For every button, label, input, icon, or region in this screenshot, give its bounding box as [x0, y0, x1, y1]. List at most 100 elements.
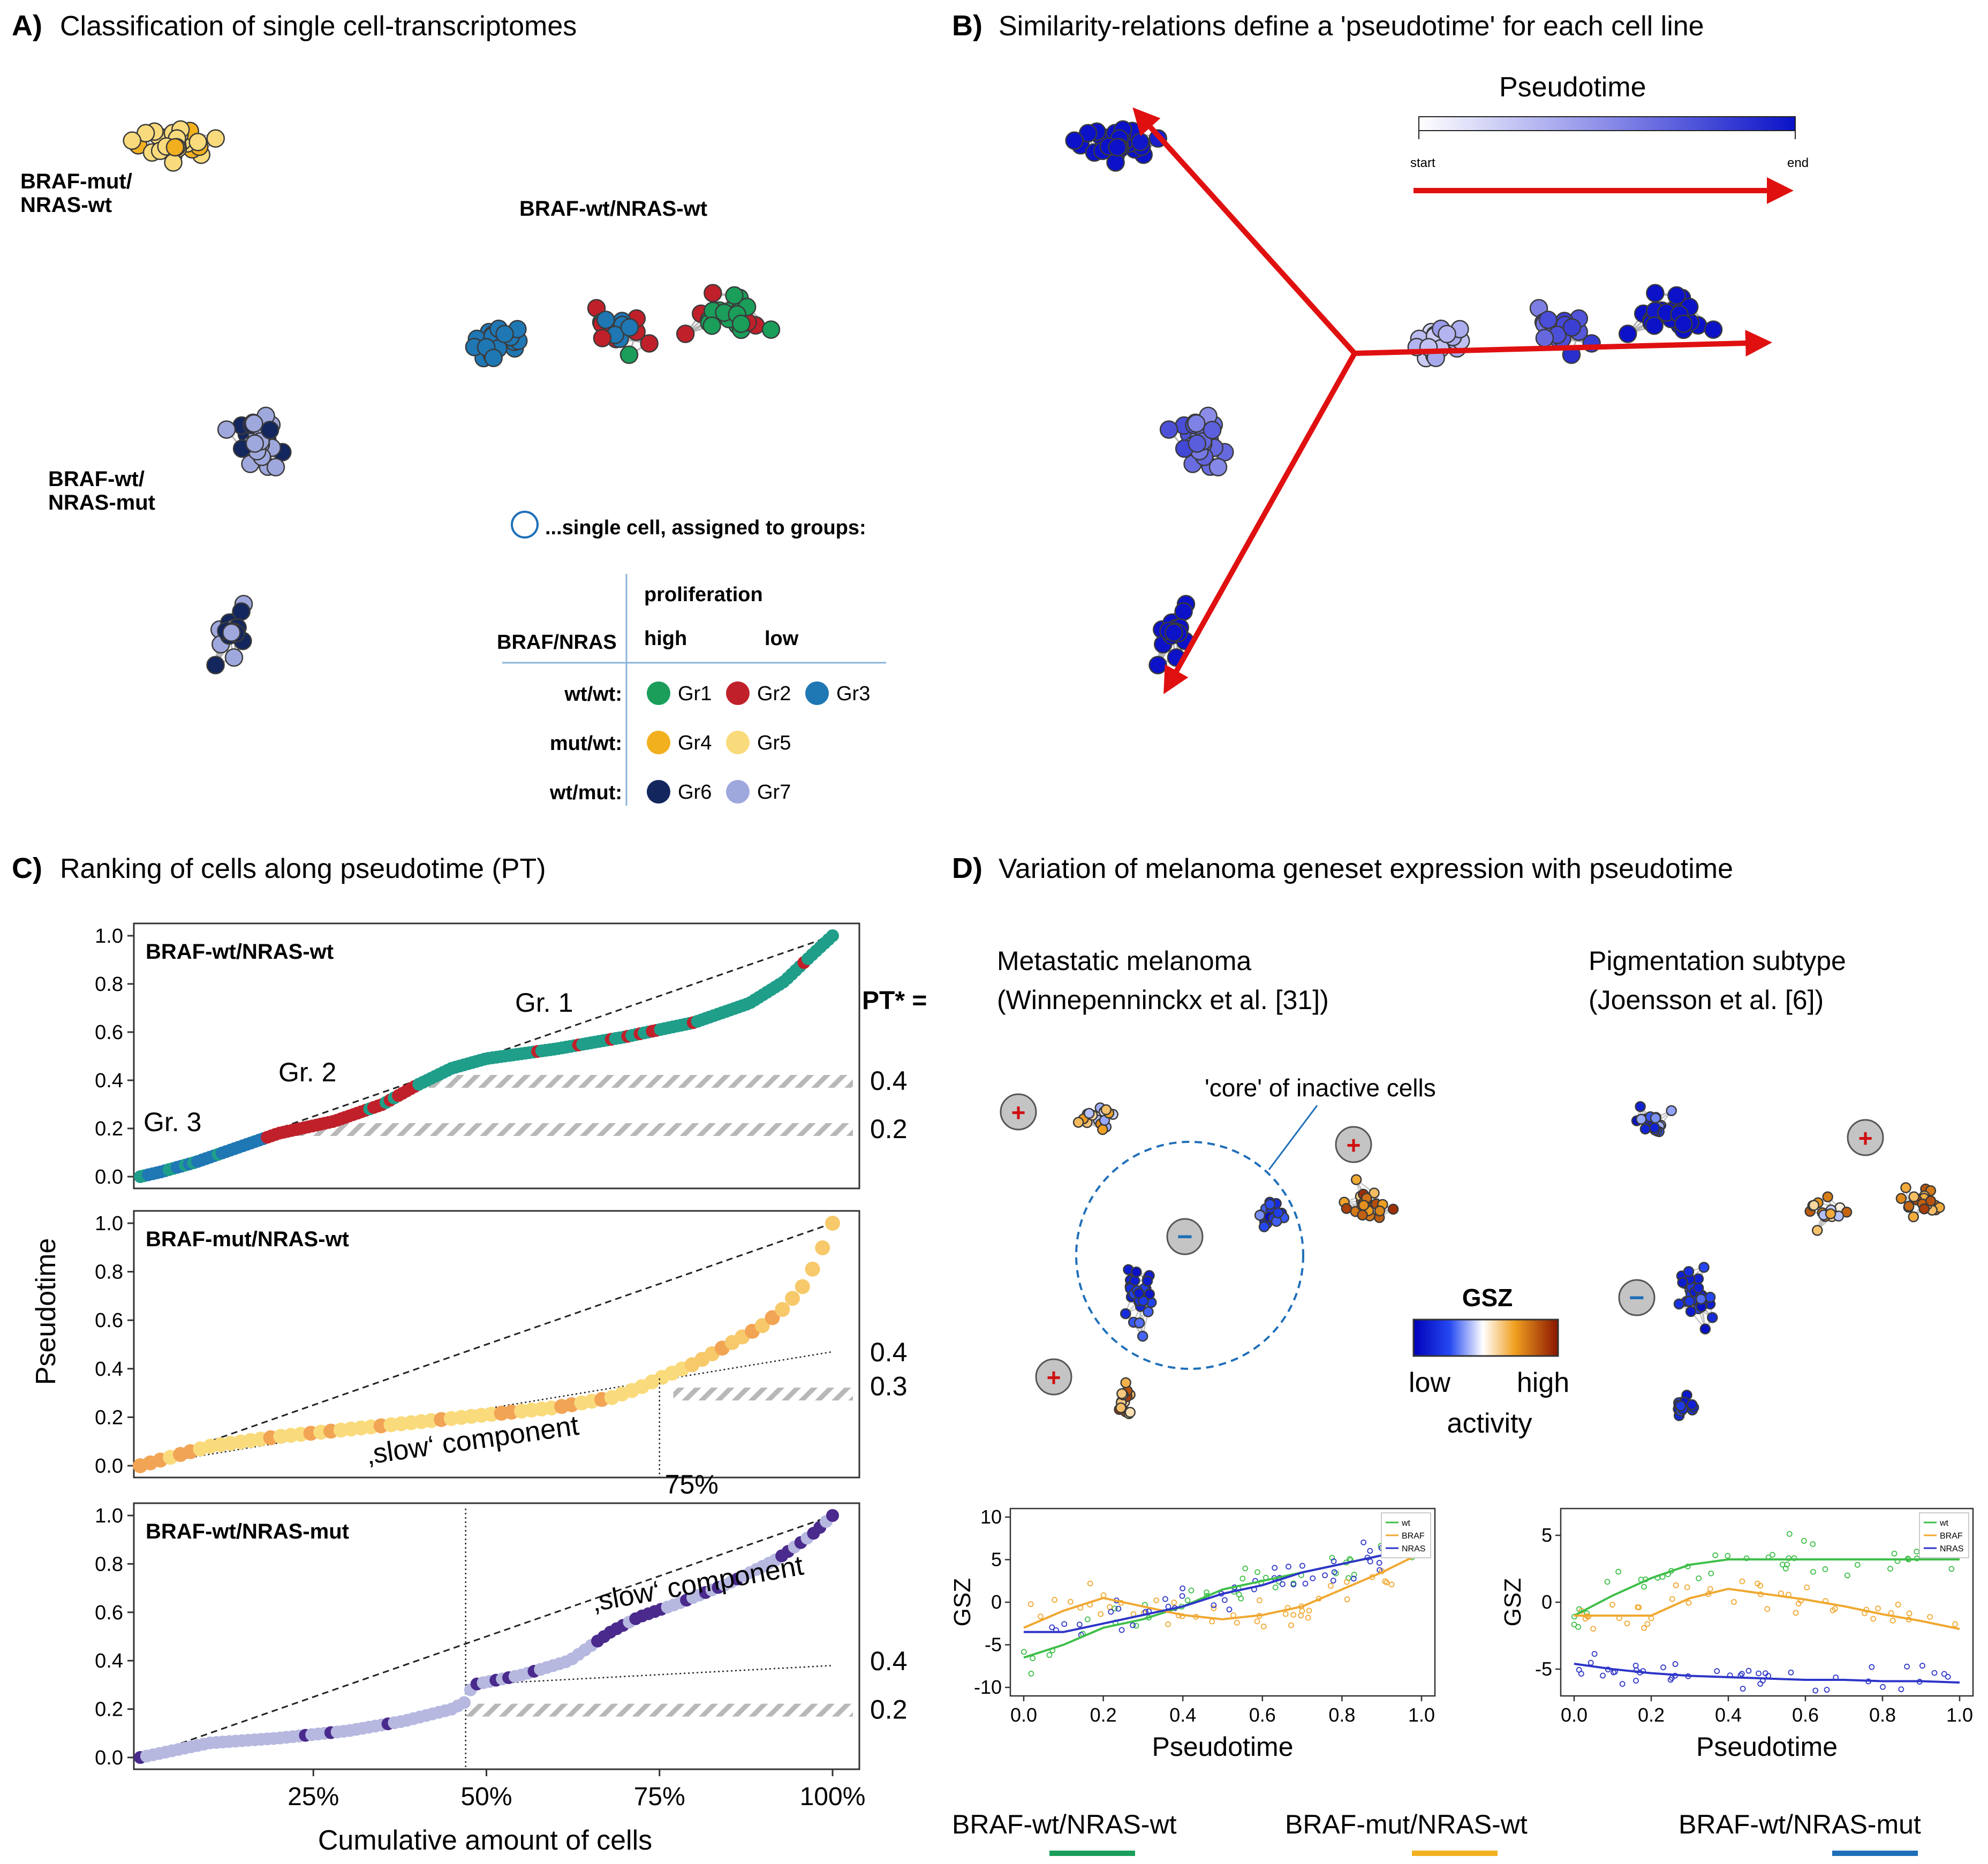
gsz-point: [1052, 1597, 1057, 1603]
gsz-point: [1624, 1620, 1630, 1627]
gsz-cell-node: [1264, 1199, 1276, 1210]
x-tick-label: 0.4: [1715, 1704, 1742, 1726]
gsz-cell-node: [1908, 1211, 1919, 1223]
gsz-point: [1330, 1578, 1336, 1584]
plot-xlabel: Pseudotime: [1152, 1732, 1293, 1762]
gsz-point: [1382, 1578, 1388, 1585]
pt-value: 0.4: [870, 1646, 908, 1676]
gsz-cell-node: [1258, 1221, 1270, 1232]
gsz-point: [1098, 1611, 1104, 1617]
gsz-trend-line: [1574, 1587, 1960, 1630]
cell-node: [206, 129, 225, 148]
panel-c: Pseudotime Cumulative amount of cells PT…: [31, 922, 927, 1856]
gsz-activity: activity: [1447, 1408, 1532, 1439]
group-color-dot: [726, 681, 750, 705]
gsz-cell-node: [1706, 1312, 1718, 1323]
gsz-point: [1299, 1563, 1305, 1569]
cluster-label-wt-wt: BRAF-wt/NRAS-wt: [519, 197, 707, 221]
gsz-point: [1180, 1585, 1186, 1592]
plot-ylabel: GSZ: [1500, 1578, 1526, 1626]
panel-b-title: Similarity-relations define a 'pseudotim…: [999, 11, 1704, 42]
gsz-point: [1327, 1583, 1334, 1589]
gsz-point: [1844, 1572, 1850, 1579]
gsz-cell-node: [1650, 1112, 1661, 1124]
gsz-trend-line: [1023, 1551, 1422, 1629]
group-annotation: Gr. 2: [278, 1057, 336, 1087]
threshold-hatch-band: [292, 1123, 853, 1136]
gsz-point: [1641, 1625, 1647, 1631]
gsz-point: [1641, 1583, 1647, 1590]
gsz-point: [1061, 1621, 1068, 1627]
panel-d: Metastatic melanoma (Winnepenninckx et a…: [949, 946, 1974, 1856]
plot-frame: [1009, 1507, 1436, 1697]
gsz-point: [1179, 1593, 1185, 1599]
panel-c-letter: C): [12, 852, 42, 884]
x-tick-label: 0.6: [1792, 1704, 1819, 1726]
gsz-point: [1941, 1671, 1947, 1677]
y-tick-label: 0.8: [95, 973, 123, 996]
arrow-to-wt-wt: [1354, 330, 1772, 357]
pseudotime-end-label: end: [1787, 156, 1809, 170]
cell-node: [232, 602, 251, 621]
gsz-point: [1673, 1582, 1679, 1588]
gsz-point: [1171, 1600, 1177, 1605]
cell-node: [640, 334, 659, 353]
threshold-hatch-band: [417, 1075, 853, 1088]
y-tick-label: 0.4: [95, 1358, 123, 1381]
pseudotime-cell-node: [1539, 310, 1558, 329]
y-tick-label: 10: [980, 1506, 1002, 1528]
subplot-frame: [133, 922, 860, 1189]
gsz-point: [1952, 1621, 1959, 1627]
gsz-point: [1272, 1565, 1278, 1571]
plot-ylabel: GSZ: [949, 1578, 976, 1626]
cell-rank-point: [457, 1696, 471, 1709]
x-tick-label: 50%: [460, 1783, 512, 1811]
cell-node: [217, 420, 236, 439]
gsz-point: [1762, 1670, 1768, 1677]
cell-node: [619, 345, 639, 364]
gsz-plot-left: -10 -5 0 5 10 0.0 0.2 0.4 0.6 0.8 1.0 Pseudotime GSZ…: [949, 1506, 1436, 1762]
panel-c-x-axis: 25% 50% 75% 100%: [288, 1769, 865, 1811]
cluster-label-nras-mut-2: NRAS-mut: [48, 491, 155, 514]
gsz-cell-node: [1341, 1203, 1352, 1214]
pseudotime-cell-node: [1165, 623, 1183, 642]
subplot-frame: [133, 1502, 860, 1770]
gsz-point: [1388, 1581, 1395, 1588]
gsz-point: [1609, 1602, 1615, 1608]
pt-value: 0.4: [870, 1066, 908, 1096]
network-d-right-nodes: [1631, 1101, 1945, 1421]
gsz-point: [1305, 1615, 1311, 1621]
gsz-point: [1298, 1612, 1304, 1619]
gsz-point: [1764, 1606, 1771, 1612]
cell-node: [188, 133, 207, 151]
group-color-dot: [726, 780, 750, 804]
group-label: Gr6: [678, 781, 712, 804]
gsz-cell-node: [1684, 1295, 1695, 1307]
subplot-title: BRAF-wt/NRAS-wt: [146, 940, 334, 964]
subplot-frame: [133, 1210, 860, 1479]
y-tick-label: -5: [1535, 1658, 1552, 1680]
gsz-cell-node: [1097, 1124, 1108, 1135]
gsz-point: [1282, 1611, 1289, 1617]
gsz-cell-node: [1072, 1117, 1084, 1128]
gsz-point: [1242, 1565, 1249, 1572]
gsz-point: [1615, 1569, 1622, 1575]
cell-node: [732, 314, 751, 334]
gsz-point: [1279, 1581, 1286, 1587]
y-tick-label: 5: [991, 1548, 1002, 1570]
gsz-cell-node: [1120, 1308, 1131, 1320]
y-tick-label: 0.0: [95, 1166, 123, 1188]
y-tick-label: 0.0: [95, 1747, 123, 1769]
x-tick-label: 0.2: [1090, 1704, 1117, 1726]
gsz-point: [1875, 1605, 1881, 1612]
gsz-point: [1644, 1621, 1651, 1627]
pseudotime-cell-node: [1618, 324, 1637, 343]
group-color-dot: [647, 681, 670, 705]
gsz-point: [1384, 1579, 1390, 1586]
cluster-label-braf-mut-1: BRAF-mut/: [20, 170, 132, 193]
pseudotime-cell-node: [1667, 286, 1686, 305]
group-label: Gr4: [678, 732, 712, 754]
pt-star-label: PT* =: [862, 987, 927, 1015]
subplot-braf-mut-nras-wt: 0.0 0.2 0.4 0.6 0.8 1.0 BRAF-mut/NRAS-wt 0.4 0.3…: [95, 1210, 908, 1499]
gsz-point: [1770, 1551, 1775, 1558]
